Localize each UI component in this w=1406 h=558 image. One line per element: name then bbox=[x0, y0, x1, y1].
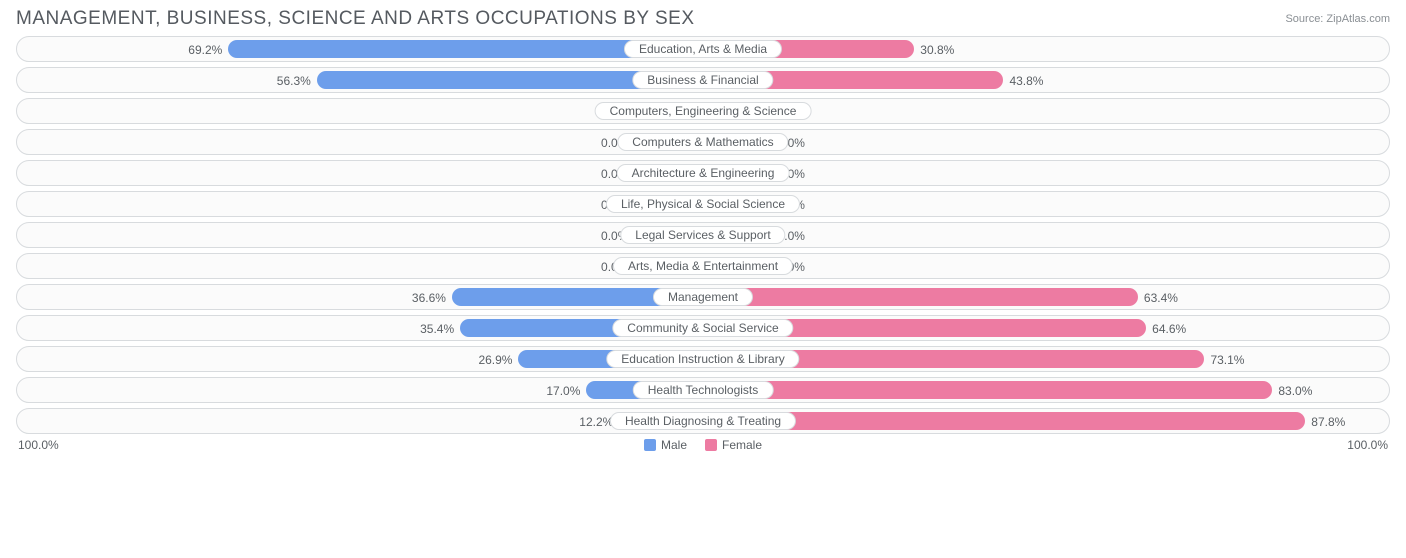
category-label: Life, Physical & Social Science bbox=[606, 195, 800, 213]
male-value-label: 26.9% bbox=[478, 347, 512, 373]
category-label: Community & Social Service bbox=[612, 319, 793, 337]
category-label: Arts, Media & Entertainment bbox=[613, 257, 793, 275]
legend-item-male: Male bbox=[644, 438, 687, 452]
female-value-label: 43.8% bbox=[1009, 68, 1043, 94]
category-label: Computers & Mathematics bbox=[617, 133, 788, 151]
category-label: Legal Services & Support bbox=[620, 226, 785, 244]
male-value-label: 69.2% bbox=[188, 37, 222, 63]
chart-row: Management 36.6% 63.4% bbox=[16, 284, 1390, 310]
chart-title: MANAGEMENT, BUSINESS, SCIENCE AND ARTS O… bbox=[16, 8, 695, 30]
chart-row: Community & Social Service 35.4% 64.6% bbox=[16, 315, 1390, 341]
male-value-label: 12.2% bbox=[579, 409, 613, 435]
header: MANAGEMENT, BUSINESS, SCIENCE AND ARTS O… bbox=[16, 8, 1390, 30]
chart-row: Health Diagnosing & Treating12.2% 87.8% bbox=[16, 408, 1390, 434]
female-bar bbox=[703, 381, 1272, 399]
male-value-label: 35.4% bbox=[420, 316, 454, 342]
female-value-label: 64.6% bbox=[1152, 316, 1186, 342]
category-label: Computers, Engineering & Science bbox=[595, 102, 812, 120]
source-label: Source: ZipAtlas.com bbox=[1285, 13, 1390, 25]
category-label: Education Instruction & Library bbox=[606, 350, 799, 368]
legend-label-male: Male bbox=[661, 438, 687, 452]
axis-left-label: 100.0% bbox=[18, 438, 59, 452]
category-label: Management bbox=[653, 288, 753, 306]
axis-right-label: 100.0% bbox=[1347, 438, 1388, 452]
occupations-chart: Education, Arts & Media 69.2% 30.8% Busines… bbox=[16, 36, 1390, 434]
category-label: Architecture & Engineering bbox=[617, 164, 790, 182]
female-value-label: 63.4% bbox=[1144, 285, 1178, 311]
male-value-label: 17.0% bbox=[546, 378, 580, 404]
legend-item-female: Female bbox=[705, 438, 762, 452]
category-label: Health Technologists bbox=[633, 381, 774, 399]
category-label: Business & Financial bbox=[632, 71, 773, 89]
legend: Male Female bbox=[16, 438, 1390, 452]
category-label: Health Diagnosing & Treating bbox=[610, 412, 796, 430]
chart-row: Computers & Mathematics0.0%0.0% bbox=[16, 129, 1390, 155]
chart-row: Education Instruction & Library 26.9% 73.1… bbox=[16, 346, 1390, 372]
chart-row: Arts, Media & Entertainment0.0%0.0% bbox=[16, 253, 1390, 279]
chart-row: Business & Financial 56.3% 43.8% bbox=[16, 67, 1390, 93]
category-label: Education, Arts & Media bbox=[624, 40, 782, 58]
legend-swatch-male bbox=[644, 439, 656, 451]
chart-row: Legal Services & Support0.0%0.0% bbox=[16, 222, 1390, 248]
chart-row: Health Technologists 17.0% 83.0% bbox=[16, 377, 1390, 403]
chart-row: Life, Physical & Social Science0.0%0.0% bbox=[16, 191, 1390, 217]
female-value-label: 30.8% bbox=[920, 37, 954, 63]
male-value-label: 56.3% bbox=[277, 68, 311, 94]
chart-row: Education, Arts & Media 69.2% 30.8% bbox=[16, 36, 1390, 62]
legend-swatch-female bbox=[705, 439, 717, 451]
female-value-label: 87.8% bbox=[1311, 409, 1345, 435]
male-value-label: 36.6% bbox=[412, 285, 446, 311]
chart-row: Architecture & Engineering0.0%0.0% bbox=[16, 160, 1390, 186]
female-value-label: 83.0% bbox=[1278, 378, 1312, 404]
chart-row: Computers, Engineering & Science0.0%0.0% bbox=[16, 98, 1390, 124]
female-value-label: 73.1% bbox=[1210, 347, 1244, 373]
female-bar bbox=[703, 288, 1138, 306]
legend-label-female: Female bbox=[722, 438, 762, 452]
